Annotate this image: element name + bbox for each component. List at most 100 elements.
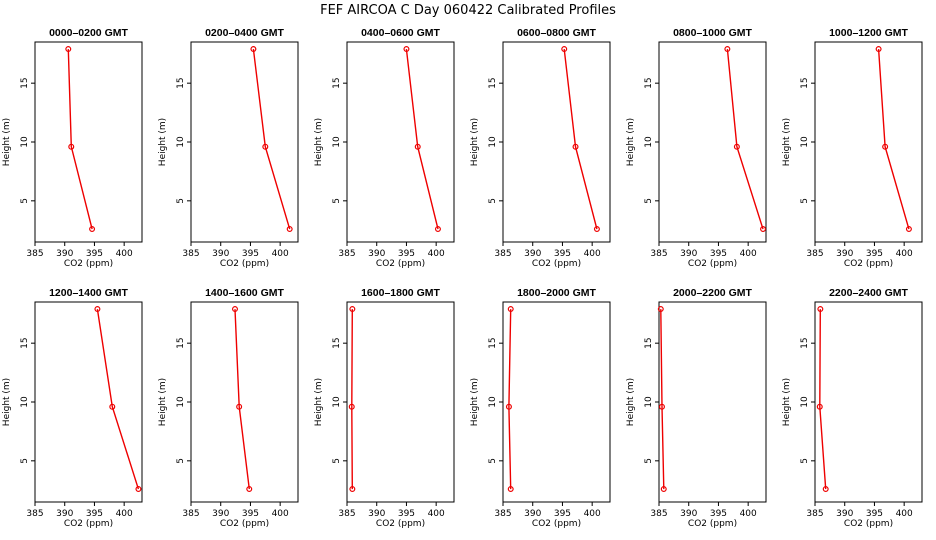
x-tick-label: 385: [650, 509, 667, 519]
data-point: [561, 46, 568, 53]
y-tick-label: 10: [644, 396, 654, 408]
x-tick-label: 390: [836, 249, 853, 259]
y-tick-label: 5: [644, 198, 654, 204]
plot-frame: [502, 301, 611, 503]
x-axis-label: CO2 (ppm): [844, 259, 893, 269]
x-axis-label: CO2 (ppm): [376, 519, 425, 529]
y-axis-label: Height (m): [158, 378, 168, 426]
x-tick-label: 385: [494, 249, 511, 259]
panel-title: 0800–1000 GMT: [673, 27, 752, 39]
x-axis-label: CO2 (ppm): [220, 519, 269, 529]
y-tick-label: 15: [800, 77, 810, 88]
x-tick-label: 400: [896, 249, 913, 259]
y-axis-label: Height (m): [626, 378, 636, 426]
x-tick-label: 395: [398, 509, 415, 519]
profile-line: [351, 309, 353, 490]
y-axis-label: Height (m): [314, 378, 324, 426]
x-tick-label: 385: [26, 249, 43, 259]
plot-frame: [658, 41, 767, 243]
y-axis-label: Height (m): [314, 118, 324, 166]
x-tick-label: 395: [554, 509, 571, 519]
y-tick-label: 15: [176, 337, 186, 348]
x-tick-label: 390: [680, 249, 697, 259]
panels-group: 0000–0200 GMT 385 390 395 400 5 10 15 CO2 (ppm) H…: [2, 27, 923, 529]
panel-9: 1600–1800 GMT 385 390 395 400 5 10 15 CO2 (ppm) H…: [314, 287, 455, 529]
profile-line: [660, 309, 665, 490]
x-tick-label: 400: [428, 509, 445, 519]
panel-title: 0600–0800 GMT: [517, 27, 596, 39]
y-tick-label: 5: [488, 198, 498, 204]
x-tick-label: 395: [398, 249, 415, 259]
x-tick-label: 385: [182, 509, 199, 519]
x-tick-label: 395: [242, 509, 259, 519]
y-tick-label: 15: [488, 337, 498, 348]
profile-line: [508, 309, 512, 490]
y-axis-label: Height (m): [626, 118, 636, 166]
panel-11: 2000–2200 GMT 385 390 395 400 5 10 15 CO2 (ppm) H…: [626, 287, 767, 529]
panel-8: 1400–1600 GMT 385 390 395 400 5 10 15 CO2 (ppm) H…: [158, 287, 299, 529]
x-tick-label: 385: [650, 249, 667, 259]
panel-title: 0000–0200 GMT: [49, 27, 128, 39]
x-tick-label: 390: [368, 249, 385, 259]
x-tick-label: 395: [866, 249, 883, 259]
panel-1: 0000–0200 GMT 385 390 395 400 5 10 15 CO2 (ppm) H…: [2, 27, 143, 269]
plot-frame: [502, 41, 611, 243]
x-axis-label: CO2 (ppm): [376, 259, 425, 269]
plot-frame: [658, 301, 767, 503]
data-point: [434, 226, 441, 233]
x-axis-label: CO2 (ppm): [64, 519, 113, 529]
x-tick-label: 390: [56, 249, 73, 259]
panel-title: 2200–2400 GMT: [829, 287, 908, 299]
y-tick-label: 15: [332, 337, 342, 348]
profile-line: [405, 49, 439, 230]
y-tick-label: 5: [176, 198, 186, 204]
data-point: [507, 486, 514, 493]
data-point: [109, 403, 116, 410]
y-axis-label: Height (m): [158, 118, 168, 166]
x-tick-label: 385: [26, 509, 43, 519]
y-tick-label: 15: [800, 337, 810, 348]
data-point: [94, 306, 101, 313]
data-point: [733, 143, 740, 150]
y-tick-label: 10: [800, 396, 810, 408]
x-tick-label: 385: [338, 249, 355, 259]
y-tick-label: 5: [20, 198, 30, 204]
panel-title: 2000–2200 GMT: [673, 287, 752, 299]
data-point: [593, 226, 600, 233]
x-tick-label: 390: [368, 509, 385, 519]
data-point: [135, 486, 142, 493]
x-tick-label: 390: [836, 509, 853, 519]
plot-frame: [814, 301, 923, 503]
data-point: [724, 46, 731, 53]
x-tick-label: 390: [524, 249, 541, 259]
x-tick-label: 400: [428, 249, 445, 259]
data-point: [882, 143, 889, 150]
panel-title: 0200–0400 GMT: [205, 27, 284, 39]
y-tick-label: 15: [20, 337, 30, 348]
data-point: [286, 226, 293, 233]
y-tick-label: 15: [176, 77, 186, 88]
profile-line: [563, 49, 598, 230]
x-tick-label: 395: [86, 509, 103, 519]
x-tick-label: 385: [338, 509, 355, 519]
panel-10: 1800–2000 GMT 385 390 395 400 5 10 15 CO2 (ppm) H…: [470, 287, 611, 529]
data-point: [816, 403, 823, 410]
x-axis-label: CO2 (ppm): [844, 519, 893, 529]
y-tick-label: 10: [176, 136, 186, 148]
x-axis-label: CO2 (ppm): [64, 259, 113, 269]
data-point: [65, 46, 72, 53]
data-point: [572, 143, 579, 150]
y-tick-label: 10: [332, 136, 342, 148]
x-tick-label: 395: [710, 509, 727, 519]
x-tick-label: 400: [272, 249, 289, 259]
y-tick-label: 15: [488, 77, 498, 88]
x-tick-label: 390: [524, 509, 541, 519]
y-axis-label: Height (m): [782, 378, 792, 426]
x-tick-label: 385: [494, 509, 511, 519]
y-axis-label: Height (m): [470, 378, 480, 426]
x-tick-label: 385: [182, 249, 199, 259]
y-tick-label: 10: [488, 136, 498, 148]
y-tick-label: 10: [644, 136, 654, 148]
y-axis-label: Height (m): [470, 118, 480, 166]
chart-title: FEF AIRCOA C Day 060422 Calibrated Profi…: [320, 3, 616, 18]
